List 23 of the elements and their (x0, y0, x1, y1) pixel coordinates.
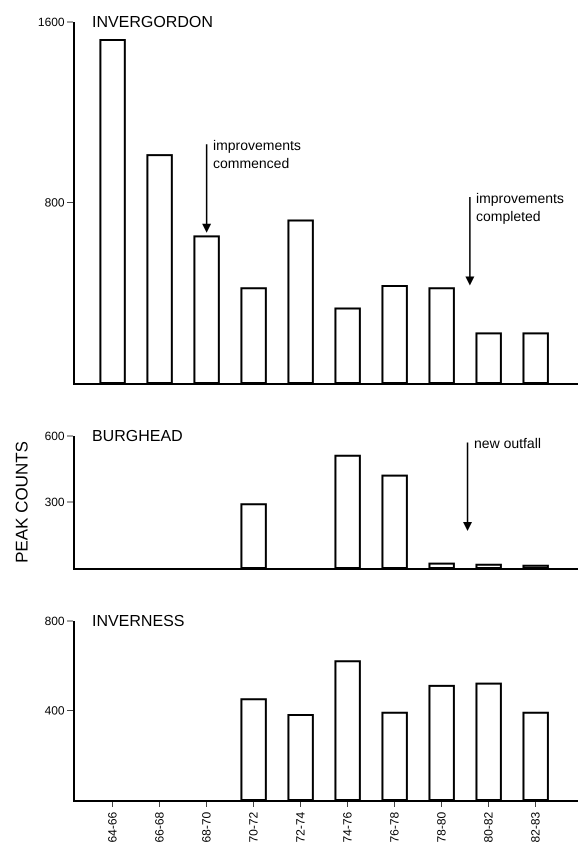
y-axis-title: PEAK COUNTS (12, 441, 32, 563)
x-tick-label: 74-76 (340, 811, 355, 843)
y-tick-label: 800 (44, 196, 65, 210)
x-tick-label: 80-82 (482, 811, 496, 843)
annotation: improvements commenced (213, 137, 301, 172)
chart-title: INVERGORDON (92, 14, 213, 31)
annotation: new outfall (474, 435, 541, 451)
annotation: improvements completed (476, 190, 564, 224)
x-tick-label: 72-74 (294, 811, 308, 843)
x-tick-label: 82-83 (528, 811, 543, 843)
y-tick-label: 800 (44, 614, 65, 628)
y-tick-label: 600 (44, 429, 65, 444)
x-tick-label: 70-72 (246, 811, 261, 843)
x-tick-label: 76-78 (388, 811, 402, 843)
x-tick-label: 64-66 (106, 811, 120, 843)
y-tick-label: 1600 (38, 15, 65, 30)
x-tick-label: 68-70 (200, 811, 214, 843)
y-tick-label: 300 (44, 495, 65, 510)
chart-title: INVERNESS (92, 613, 184, 630)
chart-title: BURGHEAD (92, 428, 183, 445)
x-tick-label: 66-68 (152, 811, 167, 843)
x-tick-label: 78-80 (434, 811, 449, 843)
y-tick-label: 400 (44, 704, 65, 718)
